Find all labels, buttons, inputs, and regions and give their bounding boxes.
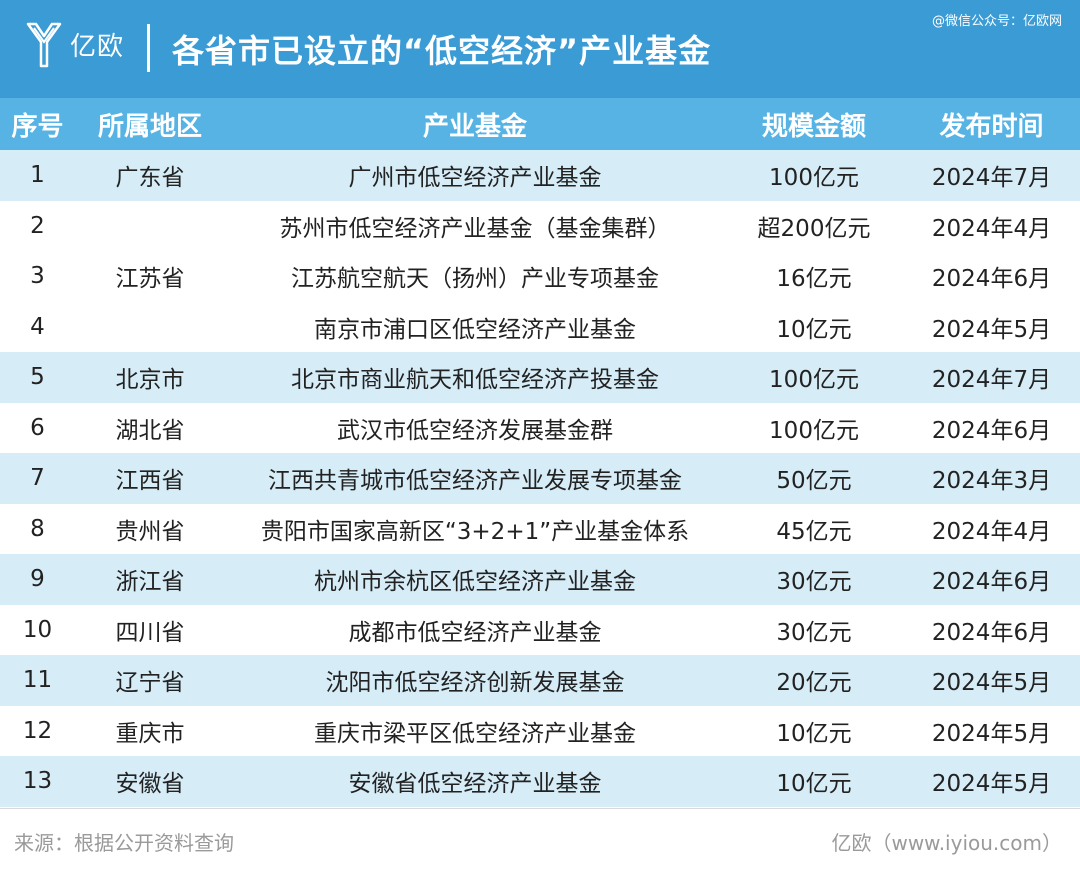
cell-fund: 武汉市低空经济发展基金群 [337, 417, 613, 444]
cell-fund: 江西共青城市低空经济产业发展专项基金 [268, 468, 682, 495]
table-body: 1 广东省 广州市低空经济产业基金 100亿元 2024年7月 2 苏州市低空经… [0, 150, 1080, 807]
cell-amount: 45亿元 [776, 518, 852, 545]
cell-date: 2024年3月 [931, 468, 1052, 495]
cell-amount: 100亿元 [769, 367, 859, 394]
cell-no: 4 [30, 313, 45, 340]
column-header-region: 所属地区 [97, 111, 202, 142]
cell-no: 6 [30, 414, 45, 441]
cell-region: 湖北省 [115, 417, 185, 444]
table-row: 5 北京市 北京市商业航天和低空经济产投基金 100亿元 2024年7月 [0, 352, 1080, 403]
table-row: 4 南京市浦口区低空经济产业基金 10亿元 2024年5月 [0, 301, 1080, 352]
cell-fund: 沈阳市低空经济创新发展基金 [325, 670, 625, 697]
cell-amount: 50亿元 [776, 468, 852, 495]
cell-date: 2024年7月 [931, 165, 1052, 192]
table-row: 9 浙江省 杭州市余杭区低空经济产业基金 30亿元 2024年6月 [0, 554, 1080, 605]
cell-region: 北京市 [115, 367, 185, 394]
cell-date: 2024年5月 [931, 316, 1052, 343]
cell-amount: 100亿元 [769, 417, 859, 444]
cell-fund: 杭州市余杭区低空经济产业基金 [314, 569, 636, 596]
header-banner: 亿欧 各省市已设立的“低空经济”产业基金 @微信公众号：亿欧网 [0, 0, 1080, 98]
site-credit: 亿欧（www.iyiou.com） [831, 831, 1062, 855]
cell-region: 江西省 [115, 468, 185, 495]
cell-date: 2024年6月 [931, 619, 1052, 646]
cell-amount: 30亿元 [776, 569, 852, 596]
table-row: 7 江西省 江西共青城市低空经济产业发展专项基金 50亿元 2024年3月 [0, 453, 1080, 504]
cell-no: 5 [30, 364, 45, 391]
cell-fund: 江苏航空航天（扬州）产业专项基金 [291, 266, 659, 293]
cell-amount: 20亿元 [776, 670, 852, 697]
merged-row-group: 2 苏州市低空经济产业基金（基金集群） 超200亿元 2024年4月 3 江苏航… [0, 200, 1080, 352]
column-header-date: 发布时间 [939, 111, 1044, 142]
cell-amount: 10亿元 [776, 771, 852, 798]
footer: 来源：根据公开资料查询 亿欧（www.iyiou.com） [0, 808, 1080, 874]
cell-fund: 北京市商业航天和低空经济产投基金 [291, 367, 659, 394]
cell-region: 广东省 [115, 165, 185, 192]
cell-date: 2024年7月 [931, 367, 1052, 394]
cell-amount: 30亿元 [776, 619, 852, 646]
cell-no: 1 [30, 162, 45, 189]
cell-fund: 安徽省低空经济产业基金 [348, 771, 602, 798]
table-row: 10 四川省 成都市低空经济产业基金 30亿元 2024年6月 [0, 604, 1080, 655]
cell-no: 7 [30, 465, 45, 492]
column-header-no: 序号 [11, 111, 64, 142]
table-row: 12 重庆市 重庆市梁平区低空经济产业基金 10亿元 2024年5月 [0, 705, 1080, 756]
cell-region: 安徽省 [115, 771, 185, 798]
cell-region: 贵州省 [115, 518, 185, 545]
cell-fund: 南京市浦口区低空经济产业基金 [314, 316, 636, 343]
cell-date: 2024年5月 [931, 670, 1052, 697]
cell-fund: 成都市低空经济产业基金 [348, 619, 602, 646]
cell-fund: 苏州市低空经济产业基金（基金集群） [279, 215, 671, 242]
cell-date: 2024年6月 [931, 569, 1052, 596]
cell-no: 11 [22, 667, 53, 694]
cell-no: 3 [30, 263, 45, 290]
column-header-amount: 规模金额 [761, 111, 866, 142]
cell-amount: 100亿元 [769, 165, 859, 192]
cell-no: 13 [22, 768, 53, 795]
cell-no: 10 [22, 616, 53, 643]
cell-date: 2024年5月 [931, 720, 1052, 747]
cell-amount: 10亿元 [776, 316, 852, 343]
cell-no: 12 [22, 717, 53, 744]
page-title: 各省市已设立的“低空经济”产业基金 [172, 32, 712, 70]
table-row: 2 苏州市低空经济产业基金（基金集群） 超200亿元 2024年4月 [0, 200, 1080, 251]
table-row: 11 辽宁省 沈阳市低空经济创新发展基金 20亿元 2024年5月 [0, 655, 1080, 706]
source-note: 来源：根据公开资料查询 [14, 831, 234, 855]
cell-amount: 10亿元 [776, 720, 852, 747]
table-row: 13 安徽省 安徽省低空经济产业基金 10亿元 2024年5月 [0, 756, 1080, 807]
cell-no: 2 [30, 212, 45, 239]
cell-fund: 贵阳市国家高新区“3+2+1”产业基金体系 [260, 518, 690, 545]
header-divider [147, 24, 150, 72]
table-header-row: 序号 所属地区 产业基金 规模金额 发布时间 [0, 98, 1080, 150]
logo: 亿欧 [26, 20, 124, 68]
logo-text: 亿欧 [70, 31, 125, 62]
cell-date: 2024年4月 [931, 518, 1052, 545]
yiou-logo-icon [26, 22, 62, 68]
table-row: 1 广东省 广州市低空经济产业基金 100亿元 2024年7月 [0, 150, 1080, 201]
fund-table: 序号 所属地区 产业基金 规模金额 发布时间 1 广东省 广州市低空经济产业基金… [0, 98, 1080, 807]
cell-date: 2024年5月 [931, 771, 1052, 798]
cell-fund: 广州市低空经济产业基金 [348, 165, 602, 192]
wechat-credit: @微信公众号：亿欧网 [931, 14, 1062, 29]
table-row: 8 贵州省 贵阳市国家高新区“3+2+1”产业基金体系 45亿元 2024年4月 [0, 503, 1080, 554]
column-header-fund: 产业基金 [422, 111, 527, 142]
merged-region-cell: 江苏省 [115, 266, 185, 293]
table-row: 6 湖北省 武汉市低空经济发展基金群 100亿元 2024年6月 [0, 402, 1080, 453]
cell-date: 2024年6月 [931, 266, 1052, 293]
cell-amount: 超200亿元 [757, 215, 871, 242]
table-row: 3 江苏航空航天（扬州）产业专项基金 16亿元 2024年6月 [0, 251, 1080, 302]
cell-date: 2024年6月 [931, 417, 1052, 444]
cell-date: 2024年4月 [931, 215, 1052, 242]
cell-region: 辽宁省 [115, 670, 185, 697]
cell-region: 浙江省 [115, 569, 185, 596]
cell-no: 9 [30, 566, 45, 593]
cell-region: 四川省 [115, 619, 185, 646]
cell-no: 8 [30, 515, 45, 542]
cell-fund: 重庆市梁平区低空经济产业基金 [314, 720, 636, 747]
cell-region: 重庆市 [115, 720, 185, 747]
cell-amount: 16亿元 [776, 266, 852, 293]
